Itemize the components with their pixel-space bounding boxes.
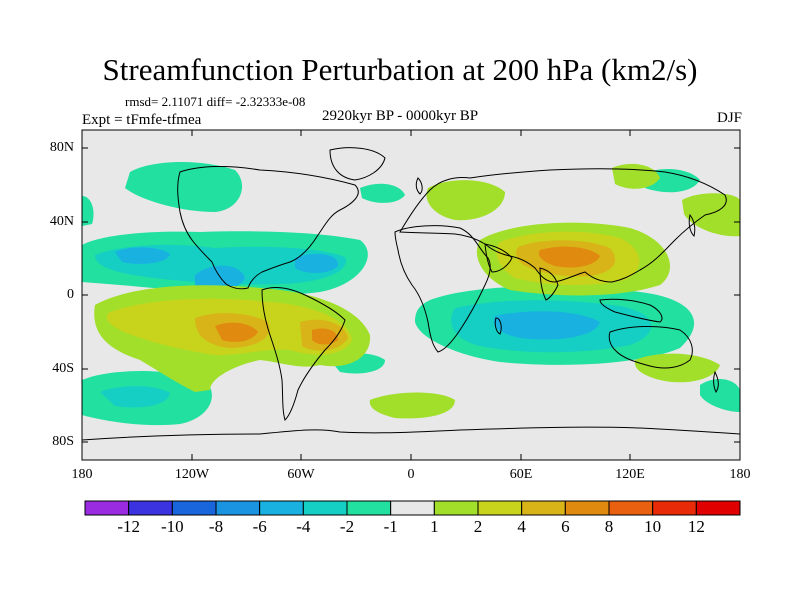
colorbar-label: 1 (430, 517, 439, 536)
coastline-india (539, 267, 559, 301)
contour-south-atlantic-pos (369, 392, 455, 419)
lon-label-180w: 180 (71, 467, 93, 482)
contour-indian-ocean-pos (634, 353, 720, 383)
colorbar-box (259, 500, 304, 516)
coastline-eurasia (399, 168, 727, 283)
contour-africa-pos (426, 180, 505, 221)
coastline-south-america (261, 287, 346, 421)
coastline-arabia (484, 243, 513, 273)
coastline-antarctica (82, 426, 740, 441)
contour-west-edge-neg (82, 196, 94, 226)
lat-label-40s: 40S (52, 361, 74, 376)
lat-label-0: 0 (67, 287, 74, 302)
lat-label-40n: 40N (49, 214, 74, 229)
field-contours (82, 161, 740, 426)
lat-label-80n: 80N (49, 140, 74, 155)
contour-pacific-nh-core (115, 247, 170, 264)
colorbar-label: 2 (473, 517, 483, 536)
colorbar-label: -10 (160, 517, 184, 536)
colorbar-box (215, 500, 261, 516)
lon-label-60e: 60E (509, 467, 533, 482)
colorbar-box (652, 500, 697, 516)
coastline-japan (688, 213, 696, 237)
colorbar-box (302, 500, 348, 516)
colorbar-label: 4 (517, 517, 526, 536)
colorbar-label: -4 (296, 517, 311, 536)
lon-label-120e: 120E (615, 467, 645, 482)
colorbar-label: 8 (604, 517, 614, 536)
season-label: DJF (716, 110, 742, 126)
contour-arctic-neg (360, 183, 405, 203)
coastline-madagascar (494, 317, 502, 335)
lon-label-60w: 60W (287, 467, 315, 482)
colorbar-box (346, 500, 392, 516)
contour-south-america-core (312, 328, 338, 345)
colorbar-label: -8 (208, 517, 224, 536)
contour-north-pacific-neg (125, 161, 243, 212)
lon-label-180e: 180 (729, 467, 751, 482)
colorbar-box (564, 500, 610, 516)
coastlines (82, 147, 740, 441)
contour-east-pacific-neg-2 (700, 378, 740, 412)
colorbar-label: -6 (252, 517, 267, 536)
coastline-indonesia (599, 298, 663, 323)
lon-label-120w: 120W (174, 467, 210, 482)
colorbar-box (128, 500, 173, 516)
contour-south-asia-core (538, 246, 600, 268)
colorbar-box (695, 500, 741, 516)
contour-south-pacific-core (100, 386, 170, 408)
contour-indian-ocean-core (493, 311, 600, 340)
coastline-uk (415, 177, 423, 195)
experiment-label: Expt = tFmfe-tfmea (82, 112, 202, 128)
period-label: 2920kyr BP - 0000kyr BP (322, 108, 479, 124)
map-title: Streamfunction Perturbation at 200 hPa (… (102, 52, 698, 87)
colorbar-box (171, 500, 217, 516)
colorbar-label: 12 (687, 517, 705, 536)
colorbar-box (608, 500, 654, 516)
coastline-australia (608, 325, 693, 369)
colorbar-label: -2 (339, 517, 355, 536)
colorbar-box (390, 500, 435, 516)
colorbar-label: -12 (117, 517, 140, 536)
axis-ticks (81, 130, 741, 460)
coastline-new-zealand (713, 370, 719, 393)
stats-text: rmsd= 2.11071 diff= -2.32333e-08 (125, 94, 306, 109)
colorbar-box (433, 500, 479, 516)
colorbar-box (84, 500, 130, 516)
contour-gulf-core (195, 265, 245, 291)
coastline-greenland (329, 147, 386, 181)
coastline-north-america (177, 166, 359, 290)
colorbar-label: -1 (383, 517, 398, 536)
colorbar-label: 10 (644, 517, 662, 536)
contour-atlantic-core (295, 253, 339, 274)
colorbar-label: 6 (561, 517, 570, 536)
colorbar-box (521, 500, 566, 516)
lat-label-80s: 80S (52, 434, 74, 449)
colorbar-box (477, 500, 523, 516)
lon-label-0: 0 (407, 467, 415, 482)
contour-southeast-pacific-core (215, 322, 258, 342)
